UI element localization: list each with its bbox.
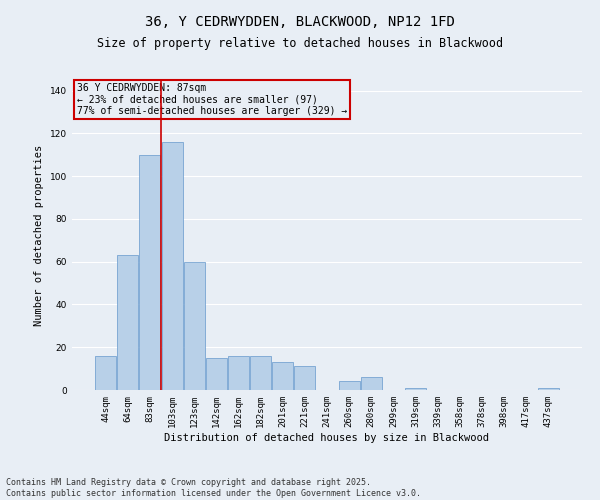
- Bar: [295, 366, 316, 390]
- X-axis label: Distribution of detached houses by size in Blackwood: Distribution of detached houses by size …: [164, 432, 490, 442]
- Bar: [538, 388, 559, 390]
- Text: 36 Y CEDRWYDDEN: 87sqm
← 23% of detached houses are smaller (97)
77% of semi-det: 36 Y CEDRWYDDEN: 87sqm ← 23% of detached…: [77, 83, 347, 116]
- Bar: [228, 356, 249, 390]
- Text: 36, Y CEDRWYDDEN, BLACKWOOD, NP12 1FD: 36, Y CEDRWYDDEN, BLACKWOOD, NP12 1FD: [145, 15, 455, 29]
- Bar: [338, 382, 359, 390]
- Bar: [184, 262, 205, 390]
- Bar: [161, 142, 182, 390]
- Bar: [118, 256, 139, 390]
- Bar: [405, 388, 426, 390]
- Bar: [361, 377, 382, 390]
- Bar: [139, 155, 160, 390]
- Bar: [206, 358, 227, 390]
- Text: Size of property relative to detached houses in Blackwood: Size of property relative to detached ho…: [97, 38, 503, 51]
- Text: Contains HM Land Registry data © Crown copyright and database right 2025.
Contai: Contains HM Land Registry data © Crown c…: [6, 478, 421, 498]
- Bar: [250, 356, 271, 390]
- Bar: [95, 356, 116, 390]
- Bar: [272, 362, 293, 390]
- Y-axis label: Number of detached properties: Number of detached properties: [34, 144, 44, 326]
